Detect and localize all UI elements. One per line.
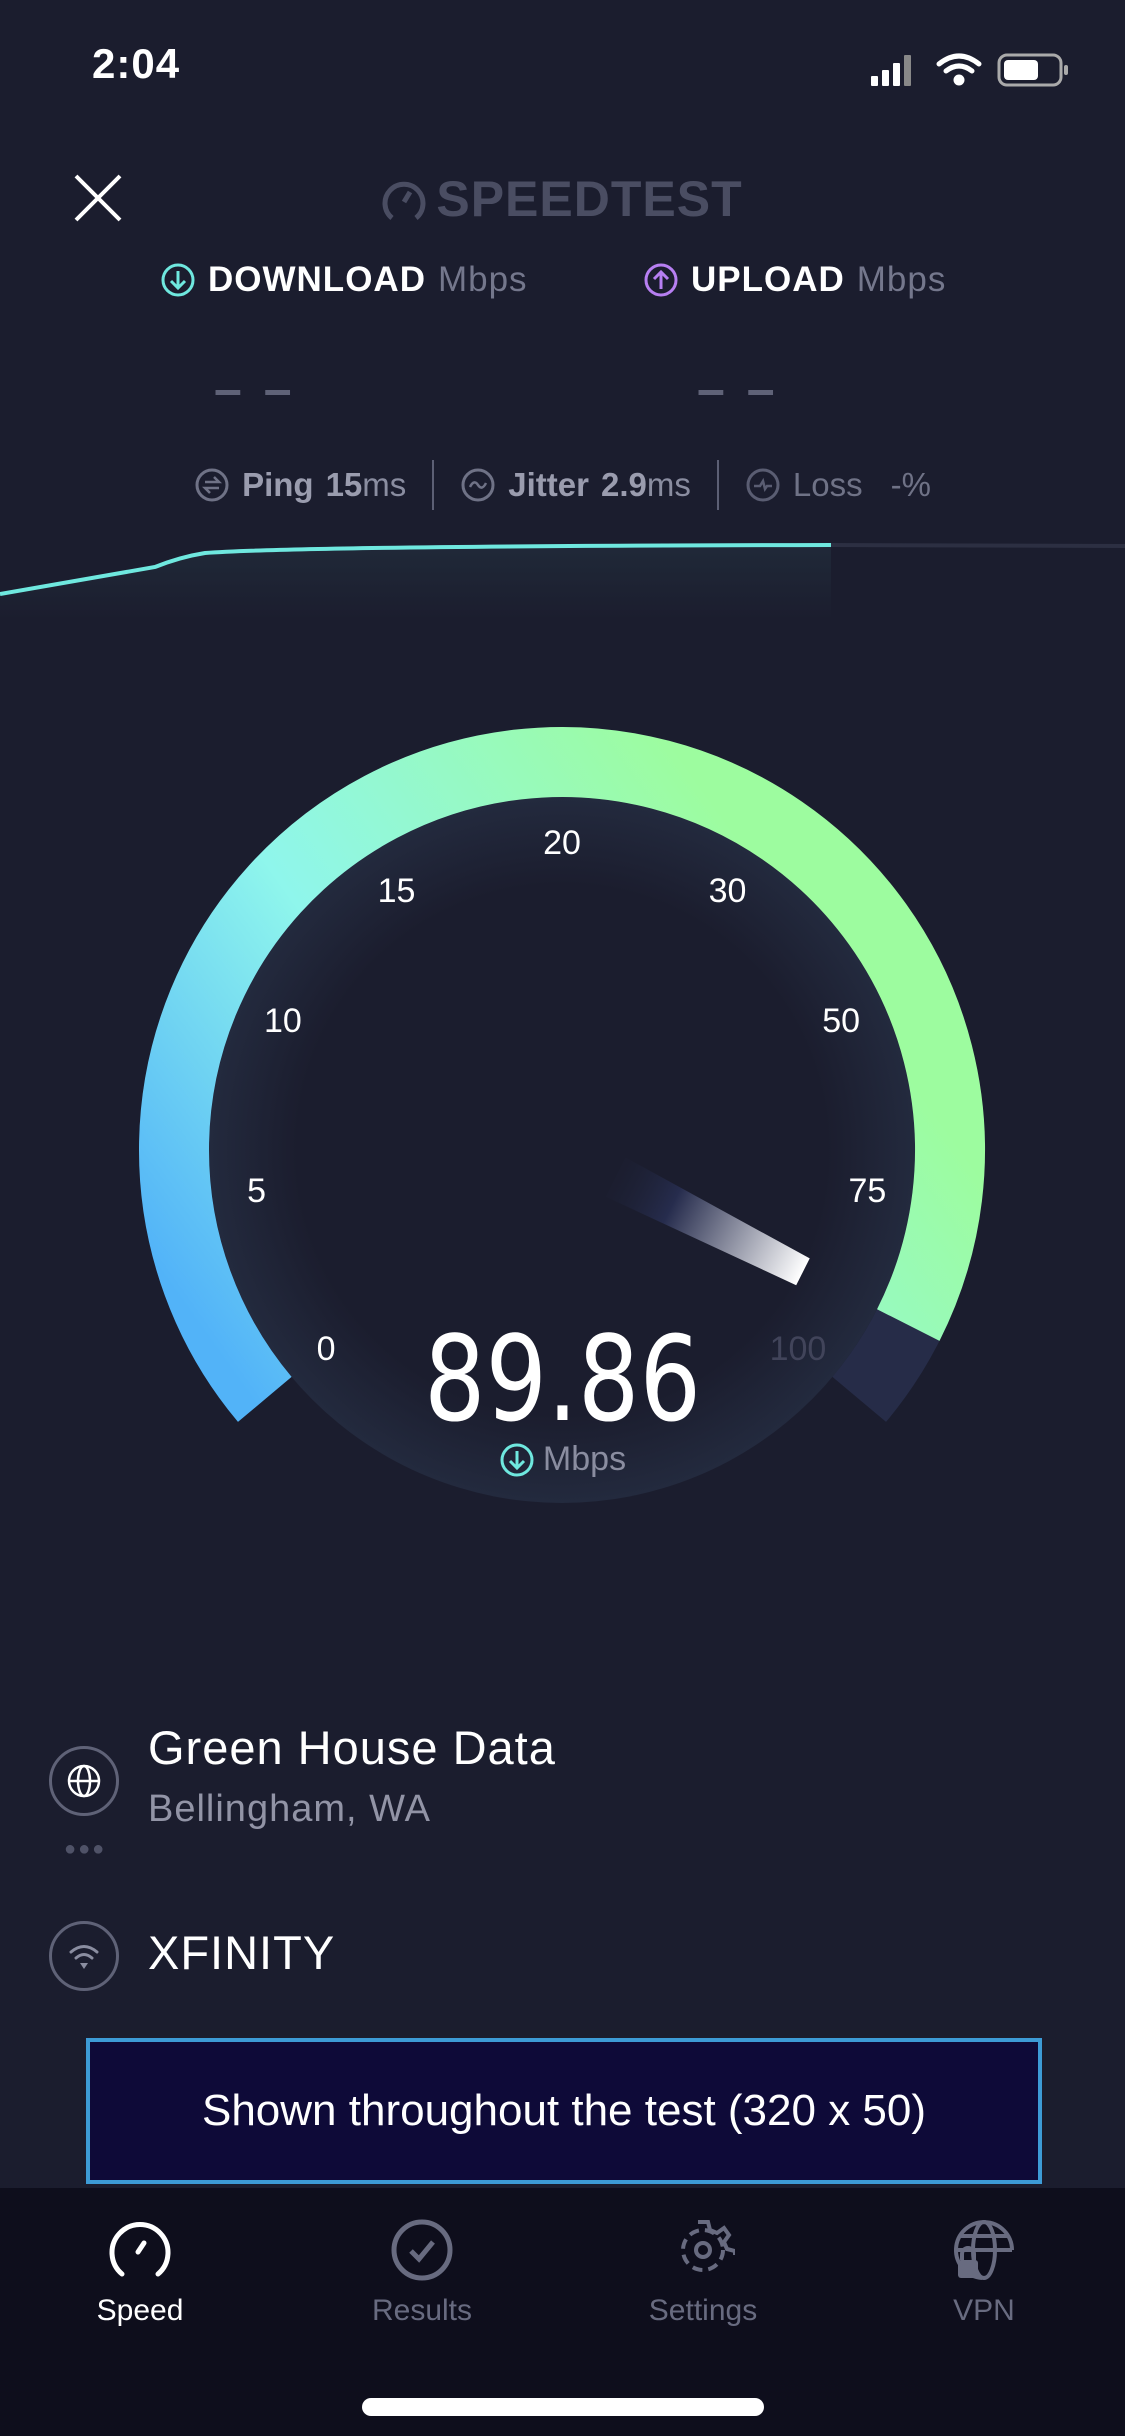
gauge-progress: [139, 727, 985, 1422]
loss-unit: %: [901, 466, 931, 503]
jitter-unit: ms: [646, 466, 691, 503]
jitter-label: Jitter: [508, 466, 589, 503]
jitter-stat: Jitter 2.9ms: [434, 466, 717, 504]
ping-label: Ping: [242, 466, 314, 503]
download-graph-track: [830, 543, 1125, 548]
speedometer-logo-icon: [382, 181, 426, 220]
stats-row: Ping 15ms Jitter 2.9ms Loss -%: [0, 460, 1125, 510]
download-icon: [500, 1443, 534, 1476]
ping-value: 15: [325, 466, 363, 503]
speed-gauge: 0 5 10 15 20 30 50 75 100: [0, 543, 1125, 1503]
gauge-tick-label: 20: [543, 824, 581, 862]
home-indicator[interactable]: [362, 2398, 764, 2416]
ping-stat: Ping 15ms: [168, 466, 432, 504]
battery-icon: [997, 53, 1068, 87]
divider: [432, 460, 435, 510]
tab-results[interactable]: Results: [322, 2218, 522, 2328]
speedtest-logo: SPEEDTEST: [0, 170, 1125, 228]
server-location: Bellingham, WA: [148, 1788, 431, 1830]
gauge-tick-label: 30: [709, 872, 747, 910]
tab-label: VPN: [953, 2294, 1015, 2327]
download-graph-line: [0, 543, 832, 596]
gauge-tick-label: 5: [247, 1172, 266, 1210]
tab-vpn[interactable]: VPN: [884, 2218, 1084, 2328]
close-icon[interactable]: [72, 172, 124, 224]
loss-label: Loss: [792, 466, 863, 503]
gauge-tick-label: 15: [378, 872, 416, 910]
jitter-value: 2.9: [600, 466, 647, 503]
upload-value: – –: [697, 361, 779, 417]
server-name[interactable]: Green House Data: [148, 1721, 556, 1774]
loss-value: -: [890, 466, 902, 503]
download-graph-area: [0, 545, 831, 620]
wifi-icon: [936, 53, 982, 86]
upload-label: UPLOAD: [691, 260, 845, 299]
tab-speed[interactable]: Speed: [40, 2218, 240, 2328]
gauge-tick-label: 100: [770, 1330, 827, 1368]
download-label: DOWNLOAD: [208, 260, 426, 299]
gauge-face: [209, 797, 915, 1503]
more-dots-icon: ●●●: [64, 1838, 107, 1860]
loss-icon: [746, 468, 780, 502]
loss-stat: Loss -%: [719, 466, 957, 504]
speed-value: 89.86: [423, 1310, 702, 1448]
tab-bar: Speed Results Settings VPN: [0, 2188, 1125, 2436]
globe-icon: [67, 1764, 101, 1798]
tab-label: Settings: [648, 2294, 758, 2327]
tab-label: Results: [371, 2294, 473, 2327]
download-value: – –: [214, 361, 296, 417]
gauge-tick-label: 75: [848, 1172, 886, 1210]
upload-unit: Mbps: [856, 260, 947, 299]
ad-banner[interactable]: Shown throughout the test (320 x 50): [86, 2038, 1042, 2184]
wifi-icon: [69, 1945, 99, 1969]
status-icons: [871, 53, 1068, 87]
cellular-signal-icon: [871, 55, 911, 86]
ping-icon: [195, 468, 229, 502]
gauge-needle: [605, 1157, 810, 1286]
speed-unit: Mbps: [542, 1440, 627, 1478]
upload-header: UPLOAD Mbps: [643, 260, 946, 300]
gear-icon: [681, 2220, 735, 2272]
download-icon: [161, 263, 195, 297]
jitter-icon: [461, 468, 495, 502]
ad-text: Shown throughout the test (320 x 50): [201, 2086, 927, 2135]
logo-text: SPEEDTEST: [436, 171, 743, 227]
isp-name: XFINITY: [148, 1926, 336, 1979]
divider: [716, 460, 719, 510]
globe-lock-icon: [954, 2220, 1014, 2280]
download-unit: Mbps: [437, 260, 528, 299]
speedometer-icon: [109, 2222, 171, 2277]
gauge-tick-label: 0: [317, 1330, 336, 1368]
gauge-tick-label: 50: [822, 1002, 860, 1040]
isp-button[interactable]: [49, 1921, 119, 1991]
speed-unit-row: Mbps: [0, 1440, 1125, 1479]
tab-settings[interactable]: Settings: [603, 2218, 803, 2328]
server-button[interactable]: [49, 1746, 119, 1816]
download-header: DOWNLOAD Mbps: [160, 260, 528, 300]
status-time: 2:04: [92, 40, 181, 87]
gauge-tick-label: 10: [264, 1002, 302, 1040]
checkmark-circle-icon: [391, 2219, 453, 2281]
ping-unit: ms: [362, 466, 407, 503]
tab-label: Speed: [96, 2294, 184, 2327]
upload-icon: [644, 263, 678, 297]
